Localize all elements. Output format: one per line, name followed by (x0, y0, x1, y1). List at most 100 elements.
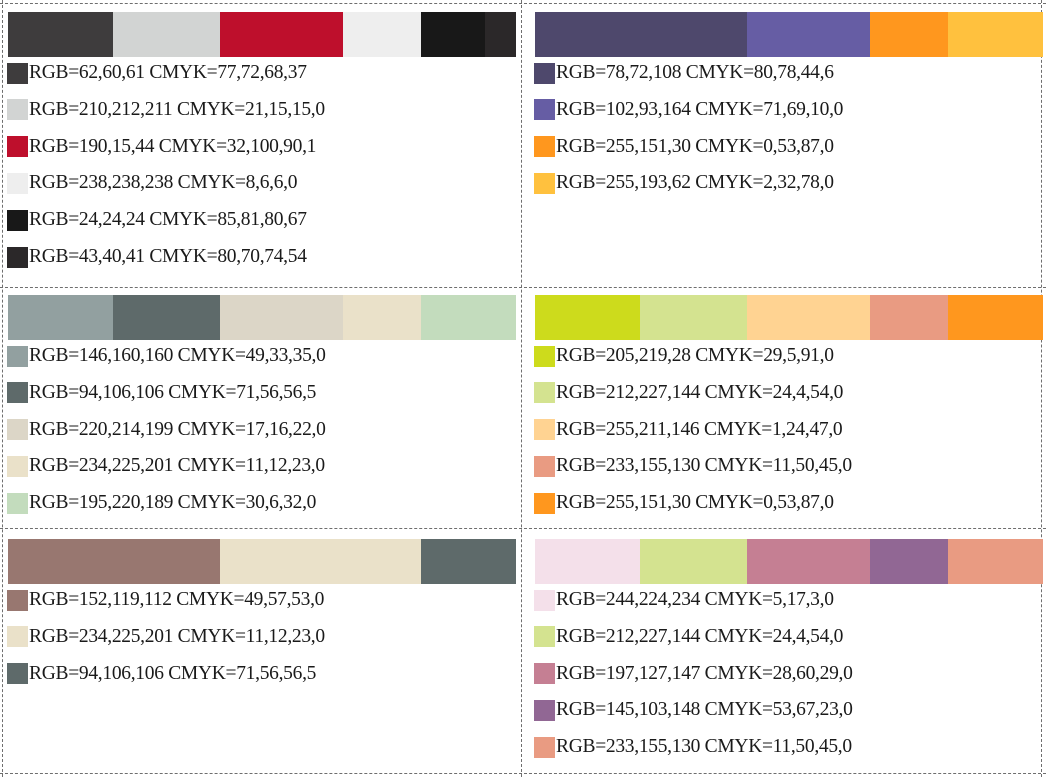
color-legend-row: RGB=195,220,189 CMYK=30,6,32,0 (7, 492, 316, 514)
color-value-label: RGB=233,155,130 CMYK=11,50,45,0 (556, 455, 852, 477)
color-legend-row: RGB=190,15,44 CMYK=32,100,90,1 (7, 136, 316, 158)
grid-divider-middle (521, 0, 522, 777)
color-value-label: RGB=210,212,211 CMYK=21,15,15,0 (29, 98, 325, 120)
color-value-label: RGB=197,127,147 CMYK=28,60,29,0 (556, 662, 853, 684)
color-value-label: RGB=62,60,61 CMYK=77,72,68,37 (29, 62, 307, 83)
palette-strip-segment (421, 295, 516, 340)
palette-color-strip (535, 12, 1043, 57)
color-value-label: RGB=146,160,160 CMYK=49,33,35,0 (29, 345, 326, 366)
color-value-label: RGB=212,227,144 CMYK=24,4,54,0 (556, 625, 844, 647)
color-swatch (534, 663, 555, 685)
palette-strip-segment (220, 295, 343, 340)
color-swatch (534, 382, 555, 404)
color-legend-row: RGB=210,212,211 CMYK=21,15,15,0 (7, 99, 325, 121)
palette-panel: RGB=146,160,160 CMYK=49,33,35,0 RGB=94,10… (0, 283, 518, 528)
grid-divider-top (0, 3, 1046, 4)
palette-strip-segment (747, 539, 870, 584)
color-legend-row: RGB=152,119,112 CMYK=49,57,53,0 (7, 589, 324, 611)
color-swatch (7, 589, 28, 611)
grid-divider-bottom (0, 773, 1046, 774)
palette-strip-segment (113, 12, 220, 57)
color-legend-row: RGB=255,151,30 CMYK=0,53,87,0 (534, 136, 834, 158)
palette-strip-segment (343, 12, 421, 57)
color-swatch (7, 246, 28, 268)
color-swatch (534, 626, 555, 648)
grid-divider-left (2, 0, 3, 777)
palette-panel: RGB=244,224,234 CMYK=5,17,3,0 RGB=212,227… (527, 527, 1045, 772)
color-legend-row: RGB=212,227,144 CMYK=24,4,54,0 (534, 626, 843, 648)
palette-strip-segment (747, 12, 870, 57)
palette-strip-segment (421, 539, 516, 584)
palette-strip-segment (870, 295, 948, 340)
color-legend-row: RGB=197,127,147 CMYK=28,60,29,0 (534, 663, 853, 685)
color-swatch (7, 172, 28, 194)
color-swatch (534, 492, 555, 514)
color-swatch (7, 62, 28, 84)
color-swatch (534, 699, 555, 721)
color-legend-row: RGB=233,155,130 CMYK=11,50,45,0 (534, 455, 852, 477)
color-value-label: RGB=24,24,24 CMYK=85,81,80,67 (29, 209, 307, 231)
palette-strip-segment (870, 12, 948, 57)
color-value-label: RGB=255,151,30 CMYK=0,53,87,0 (556, 135, 834, 157)
grid-divider-right (1041, 0, 1042, 777)
color-value-label: RGB=152,119,112 CMYK=49,57,53,0 (29, 589, 325, 610)
color-legend-row: RGB=205,219,28 CMYK=29,5,91,0 (534, 345, 834, 367)
color-swatch (534, 589, 555, 611)
palette-strip-segment (535, 539, 640, 584)
palette-strip-segment (220, 12, 343, 57)
palette-strip-segment (640, 295, 747, 340)
palette-color-strip (535, 295, 1043, 340)
grid-divider-row1 (0, 287, 1046, 288)
color-swatch (534, 736, 555, 758)
color-swatch (7, 492, 28, 514)
color-swatch (534, 62, 555, 84)
grid-divider-row2 (0, 528, 1046, 529)
color-legend-row: RGB=255,193,62 CMYK=2,32,78,0 (534, 172, 834, 194)
color-legend-row: RGB=24,24,24 CMYK=85,81,80,67 (7, 209, 307, 231)
palette-panel: RGB=205,219,28 CMYK=29,5,91,0 RGB=212,227… (527, 283, 1045, 528)
color-value-label: RGB=195,220,189 CMYK=30,6,32,0 (29, 492, 317, 514)
color-value-label: RGB=43,40,41 CMYK=80,70,74,54 (29, 246, 307, 267)
color-legend-row: RGB=43,40,41 CMYK=80,70,74,54 (7, 246, 307, 268)
palette-strip-segment (113, 295, 220, 340)
color-swatch (534, 419, 555, 441)
palette-panel: RGB=78,72,108 CMYK=80,78,44,6 RGB=102,93,… (527, 0, 1045, 245)
color-legend-row: RGB=244,224,234 CMYK=5,17,3,0 (534, 589, 834, 611)
color-swatch (7, 382, 28, 404)
color-value-label: RGB=255,193,62 CMYK=2,32,78,0 (556, 172, 834, 194)
color-legend-row: RGB=94,106,106 CMYK=71,56,56,5 (7, 663, 316, 685)
palette-color-strip (535, 539, 1043, 584)
color-legend-row: RGB=220,214,199 CMYK=17,16,22,0 (7, 419, 326, 441)
color-value-label: RGB=255,151,30 CMYK=0,53,87,0 (556, 492, 834, 514)
color-value-label: RGB=190,15,44 CMYK=32,100,90,1 (29, 135, 317, 157)
palette-strip-segment (421, 12, 485, 57)
palette-panel: RGB=62,60,61 CMYK=77,72,68,37 RGB=210,212… (0, 0, 518, 268)
color-legend-row: RGB=234,225,201 CMYK=11,12,23,0 (7, 626, 325, 648)
color-value-label: RGB=94,106,106 CMYK=71,56,56,5 (29, 381, 317, 403)
palette-strip-segment (343, 295, 421, 340)
color-legend-row: RGB=212,227,144 CMYK=24,4,54,0 (534, 382, 843, 404)
color-value-label: RGB=244,224,234 CMYK=5,17,3,0 (556, 589, 834, 610)
color-legend-row: RGB=62,60,61 CMYK=77,72,68,37 (7, 62, 307, 84)
color-legend-row: RGB=94,106,106 CMYK=71,56,56,5 (7, 382, 316, 404)
color-value-label: RGB=78,72,108 CMYK=80,78,44,6 (556, 62, 834, 83)
color-value-label: RGB=234,225,201 CMYK=11,12,23,0 (29, 625, 325, 647)
color-swatch (534, 172, 555, 194)
color-value-label: RGB=220,214,199 CMYK=17,16,22,0 (29, 418, 326, 440)
color-swatch (7, 419, 28, 441)
color-value-label: RGB=145,103,148 CMYK=53,67,23,0 (556, 699, 853, 721)
palette-strip-segment (8, 295, 113, 340)
color-value-label: RGB=212,227,144 CMYK=24,4,54,0 (556, 381, 844, 403)
color-legend-row: RGB=145,103,148 CMYK=53,67,23,0 (534, 699, 853, 721)
color-swatch (7, 345, 28, 367)
color-swatch (7, 663, 28, 685)
palette-strip-segment (640, 539, 747, 584)
color-legend-row: RGB=78,72,108 CMYK=80,78,44,6 (534, 62, 834, 84)
color-legend-row: RGB=146,160,160 CMYK=49,33,35,0 (7, 345, 326, 367)
palette-strip-segment (535, 295, 640, 340)
palette-strip-segment (220, 539, 421, 584)
color-legend-row: RGB=233,155,130 CMYK=11,50,45,0 (534, 736, 852, 758)
color-swatch (7, 99, 28, 121)
color-swatch (7, 455, 28, 477)
